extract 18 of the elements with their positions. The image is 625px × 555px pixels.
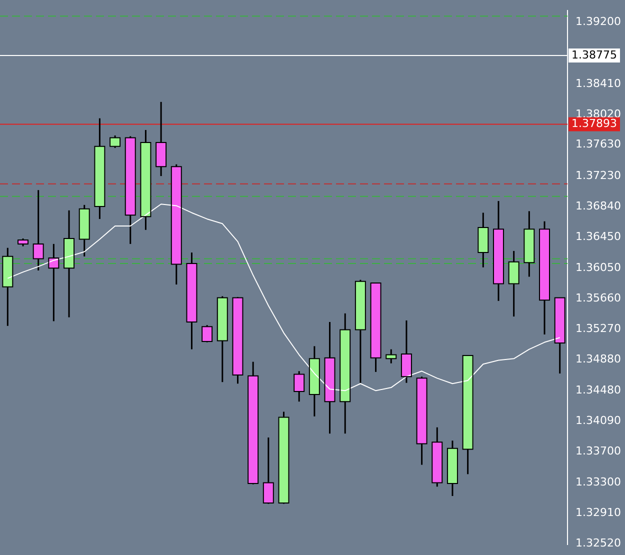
y-tick-label: 1.34480 (576, 384, 622, 397)
y-tick-label: 1.37630 (576, 138, 622, 151)
ref-line-label: 1.37893 (572, 117, 618, 130)
y-tick-label: 1.37230 (576, 168, 622, 182)
ref-line-label: 1.38775 (572, 48, 618, 62)
y-tick-label: 1.34880 (576, 352, 622, 366)
y-tick-label: 1.33700 (576, 444, 622, 458)
y-tick-label: 1.34090 (576, 414, 622, 427)
y-tick-label: 1.33300 (576, 476, 622, 489)
y-tick-label: 1.32520 (576, 536, 622, 550)
y-tick-label: 1.38410 (576, 76, 622, 90)
y-tick-label: 1.32910 (576, 506, 622, 520)
y-tick-label: 1.36450 (576, 230, 622, 243)
y-tick-label: 1.35660 (576, 291, 622, 304)
y-tick-label: 1.35270 (576, 322, 622, 335)
y-tick-label: 1.36050 (576, 260, 622, 274)
y-tick-label: 1.39200 (576, 15, 622, 28)
y-tick-label: 1.36840 (576, 199, 622, 212)
